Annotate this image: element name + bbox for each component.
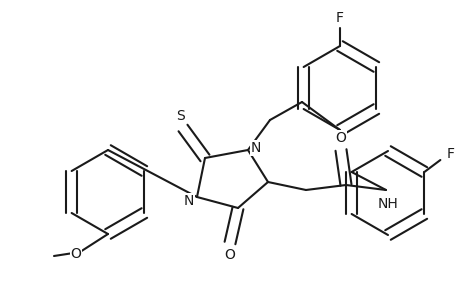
Text: O: O <box>70 247 81 261</box>
Text: O: O <box>224 248 235 262</box>
Text: NH: NH <box>377 197 397 211</box>
Text: N: N <box>184 194 194 208</box>
Text: O: O <box>335 131 346 145</box>
Text: N: N <box>250 141 261 155</box>
Text: F: F <box>445 147 453 161</box>
Text: F: F <box>335 11 343 25</box>
Text: S: S <box>176 109 185 123</box>
